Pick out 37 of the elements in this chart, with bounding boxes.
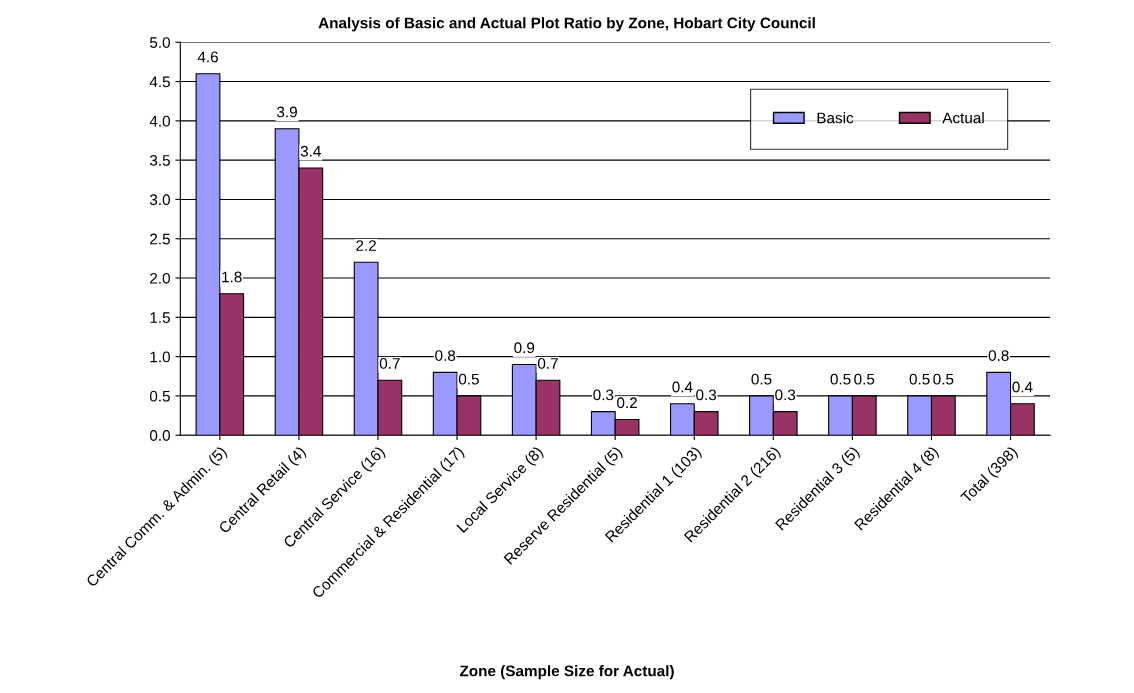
data-label: 2.2 bbox=[356, 240, 376, 251]
y-tick-label: 3.5 bbox=[149, 155, 170, 166]
y-tick-label: 1.5 bbox=[150, 312, 170, 324]
data-label: 0.8 bbox=[988, 350, 1009, 361]
data-label: 0.4 bbox=[672, 381, 693, 393]
data-label: 1.8 bbox=[222, 271, 242, 283]
chart-title: Analysis of Basic and Actual Plot Ratio by Zone, Hobart City Council bbox=[318, 17, 815, 32]
data-label: 0.5 bbox=[830, 373, 851, 385]
data-label: 0.5 bbox=[909, 373, 930, 385]
data-label: 0.7 bbox=[537, 358, 558, 369]
y-tick-label: 2.0 bbox=[150, 272, 170, 284]
y-tick-label: 1.0 bbox=[150, 351, 170, 363]
data-label: 0.7 bbox=[379, 358, 400, 369]
data-label: 0.5 bbox=[751, 373, 772, 385]
y-tick-label: 3.0 bbox=[149, 194, 170, 206]
x-axis-title: Zone (Sample Size for Actual) bbox=[459, 665, 674, 680]
data-label: 3.4 bbox=[300, 145, 321, 157]
data-label: 3.9 bbox=[277, 106, 297, 118]
legend-label: Basic bbox=[817, 112, 854, 124]
data-label: 0.5 bbox=[933, 373, 954, 385]
y-tick-label: 5.0 bbox=[149, 37, 170, 48]
data-label: 0.5 bbox=[458, 373, 479, 385]
y-tick-label: 4.0 bbox=[149, 115, 170, 127]
data-label: 0.2 bbox=[617, 397, 637, 409]
y-tick-label: 0.5 bbox=[149, 390, 170, 402]
data-label: 0.3 bbox=[775, 389, 796, 401]
data-label: 0.5 bbox=[854, 373, 875, 385]
data-label: 0.9 bbox=[514, 342, 535, 354]
legend-label: Actual bbox=[942, 112, 984, 124]
y-tick-label: 0.0 bbox=[149, 430, 170, 441]
data-label: 0.3 bbox=[696, 389, 717, 401]
y-tick-label: 4.5 bbox=[149, 76, 170, 88]
data-label: 0.4 bbox=[1012, 381, 1033, 393]
data-label: 0.3 bbox=[593, 389, 614, 401]
data-label: 4.6 bbox=[197, 51, 218, 63]
y-tick-label: 2.5 bbox=[150, 233, 170, 245]
data-label: 0.8 bbox=[435, 350, 456, 361]
